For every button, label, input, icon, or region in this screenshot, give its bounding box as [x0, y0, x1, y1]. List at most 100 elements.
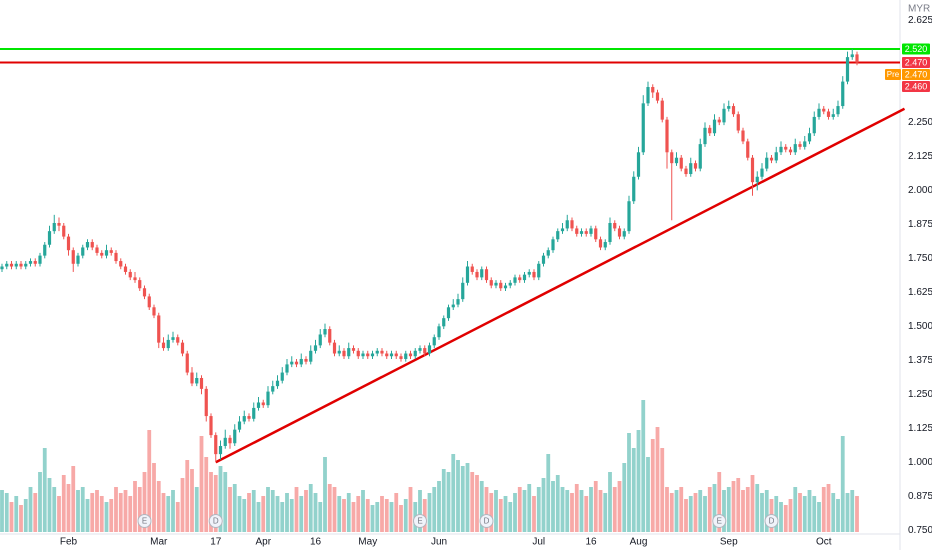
y-tick-label: 0.875: [908, 491, 932, 502]
volume-bar: [175, 502, 180, 532]
volume-bar: [627, 433, 631, 532]
candle-body: [133, 277, 137, 281]
candle-body: [494, 282, 498, 286]
candle-body: [489, 280, 493, 286]
candle-body: [784, 146, 788, 150]
event-marker: [137, 514, 152, 528]
volume-bar: [460, 466, 465, 532]
volume-bar: [660, 448, 665, 532]
volume-bar: [707, 487, 712, 532]
volume-bar: [23, 499, 28, 532]
volume-bar: [522, 490, 527, 532]
candle-body: [541, 255, 546, 264]
volume-bar: [764, 490, 769, 532]
candle-body: [746, 141, 750, 158]
x-tick-label: Apr: [255, 537, 271, 548]
candle-body: [81, 247, 85, 256]
volume-bar: [218, 466, 223, 532]
volume-bar: [171, 490, 175, 532]
volume-bar: [351, 502, 356, 532]
volume-bar: [655, 427, 660, 532]
candle-body: [503, 285, 508, 289]
candle-body: [218, 445, 223, 455]
candle-body: [622, 231, 626, 237]
candle-body: [304, 358, 308, 362]
candle-body: [275, 380, 280, 387]
candle-body: [280, 372, 284, 381]
volume-bar: [802, 496, 807, 532]
candle-body: [774, 152, 778, 161]
volume-bar: [589, 487, 593, 532]
volume-bar: [736, 478, 741, 532]
candle-body: [632, 176, 636, 202]
event-marker: [764, 514, 779, 528]
volume-bar: [726, 487, 731, 532]
volume-bar: [631, 448, 636, 532]
candle-body: [356, 350, 360, 357]
candle-body: [551, 239, 555, 251]
candle-body: [427, 345, 432, 354]
candle-body: [836, 106, 840, 115]
candle-body: [361, 353, 365, 357]
volume-bar: [133, 481, 137, 532]
candle-body: [565, 220, 569, 229]
volume-bar: [560, 487, 565, 532]
volume-bar: [517, 487, 522, 532]
candle-body: [195, 377, 199, 384]
candle-body: [47, 231, 52, 245]
volume-bar: [384, 499, 389, 532]
candle-body: [594, 228, 598, 240]
candle-body: [366, 353, 370, 357]
candle-body: [570, 220, 574, 229]
candle-body: [560, 228, 565, 232]
volume-bar: [665, 487, 669, 532]
candle-body: [518, 277, 522, 281]
candle-body: [537, 263, 541, 278]
candle-body: [43, 244, 47, 256]
volume-bar: [698, 490, 703, 532]
y-tick-label: 1.875: [908, 219, 932, 230]
volume-bar: [213, 475, 218, 532]
event-label: D: [769, 517, 775, 526]
volume-bar: [650, 439, 655, 532]
currency-label: MYR: [908, 4, 930, 15]
volume-bar: [798, 493, 802, 532]
x-tick-label: Oct: [816, 537, 832, 548]
y-tick-label: 1.250: [908, 389, 932, 400]
candle-body: [242, 416, 246, 422]
candle-body: [760, 168, 764, 177]
volume-bar: [313, 493, 318, 532]
volume-bar: [161, 493, 166, 532]
candle-body: [299, 358, 303, 365]
volume-bar: [741, 490, 745, 532]
volume-bar: [783, 505, 788, 532]
candle-body: [598, 239, 603, 248]
volume-bar: [114, 487, 118, 532]
volume-bar: [299, 496, 304, 532]
volume-bar: [679, 487, 684, 532]
volume-bar: [47, 478, 52, 532]
candle-body: [665, 119, 669, 153]
candle-body: [128, 271, 132, 278]
volume-bar: [498, 499, 503, 532]
volume-bar: [4, 493, 9, 532]
candle-body: [209, 416, 213, 436]
volume-bar: [489, 493, 494, 532]
event-marker: [413, 514, 427, 528]
volume-bar: [688, 496, 693, 532]
volume-bar: [57, 496, 61, 532]
candle-body: [589, 228, 593, 234]
candle-body: [9, 263, 14, 267]
candle-body: [152, 307, 156, 316]
candle-body: [755, 176, 759, 183]
event-label: D: [213, 517, 219, 526]
volume-bar: [9, 502, 14, 532]
y-tick-label: 1.500: [908, 321, 932, 332]
volume-bar: [484, 487, 489, 532]
volume-bar: [745, 487, 750, 532]
candle-body: [646, 87, 650, 104]
candle-body: [499, 282, 503, 289]
volume-bar: [380, 496, 384, 532]
volume-bar: [570, 493, 574, 532]
